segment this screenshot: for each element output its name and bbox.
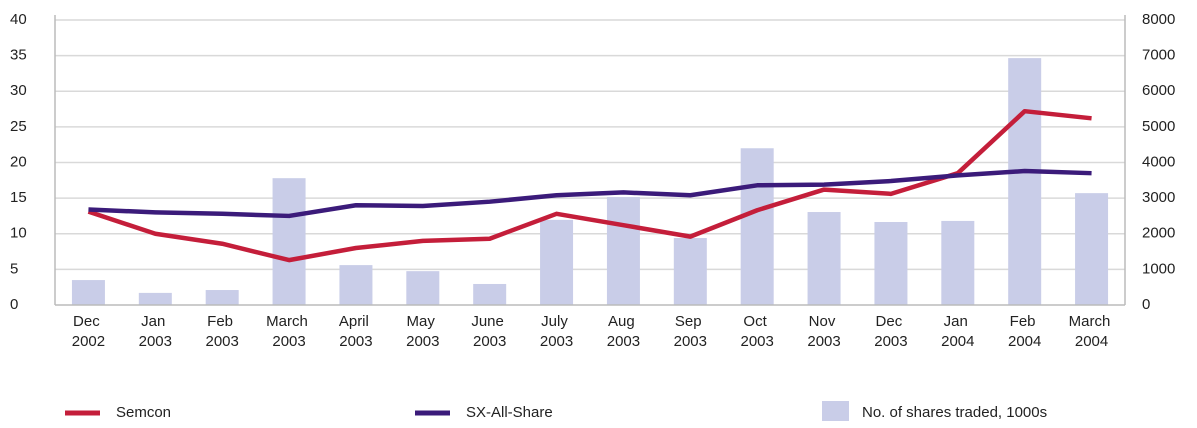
bar (205, 290, 239, 305)
bar (540, 219, 574, 305)
y2-tick-label: 4000 (1142, 153, 1175, 170)
line (87, 108, 1092, 263)
y-tick-label: 15 (10, 189, 27, 206)
x-tick-label: Feb 2004 (1008, 313, 1041, 350)
y-tick-label: 0 (10, 296, 18, 313)
bar (874, 221, 908, 305)
bar (406, 271, 440, 305)
x-tick-label: Nov 2003 (807, 313, 840, 350)
y2-tick-label: 2000 (1142, 225, 1175, 242)
bar (339, 265, 373, 305)
bar (272, 178, 306, 305)
bar (71, 280, 105, 305)
x-tick-label: May 2003 (406, 313, 439, 350)
legend-label: No. of shares traded, 1000s (862, 404, 1047, 421)
y2-tick-label: 0 (1142, 296, 1150, 313)
bar (606, 197, 640, 305)
bar (673, 238, 707, 305)
y2-tick-label: 1000 (1142, 260, 1175, 277)
legend-label: Semcon (116, 404, 171, 421)
x-tick-label: Oct 2003 (741, 313, 774, 350)
y-tick-label: 35 (10, 47, 27, 64)
x-tick-label: March 2003 (266, 313, 312, 350)
bar (138, 292, 172, 305)
x-tick-label: March 2004 (1069, 313, 1115, 350)
x-tick-label: Dec 2003 (874, 313, 907, 350)
y2-tick-label: 8000 (1142, 11, 1175, 28)
bar (1008, 58, 1042, 306)
bar (473, 283, 507, 305)
y-tick-label: 40 (10, 11, 27, 28)
legend-label: SX-All-Share (466, 404, 553, 421)
y-tick-label: 20 (10, 153, 27, 170)
x-tick-label: Sep 2003 (674, 313, 707, 350)
x-tick-label: Aug 2003 (607, 313, 640, 350)
x-tick-label: Jan 2004 (941, 313, 974, 350)
y2-tick-label: 6000 (1142, 82, 1175, 99)
bar (807, 212, 841, 305)
y-tick-label: 5 (10, 260, 18, 277)
y-tick-label: 10 (10, 225, 27, 242)
x-tick-label: July 2003 (540, 313, 573, 350)
x-tick-label: Feb 2003 (206, 313, 239, 350)
x-tick-label: June 2003 (471, 313, 508, 350)
y2-tick-label: 5000 (1142, 118, 1175, 135)
bar (941, 220, 975, 305)
y2-tick-label: 7000 (1142, 47, 1175, 64)
y2-tick-label: 3000 (1142, 189, 1175, 206)
x-tick-label: April 2003 (339, 313, 373, 350)
x-tick-label: Dec 2002 (72, 313, 105, 350)
y-tick-label: 25 (10, 118, 27, 135)
y-tick-label: 30 (10, 82, 27, 99)
line (88, 168, 1092, 219)
bar (1075, 193, 1109, 305)
bar (740, 148, 774, 305)
x-tick-label: Jan 2003 (139, 313, 172, 350)
legend-swatch (822, 401, 849, 421)
